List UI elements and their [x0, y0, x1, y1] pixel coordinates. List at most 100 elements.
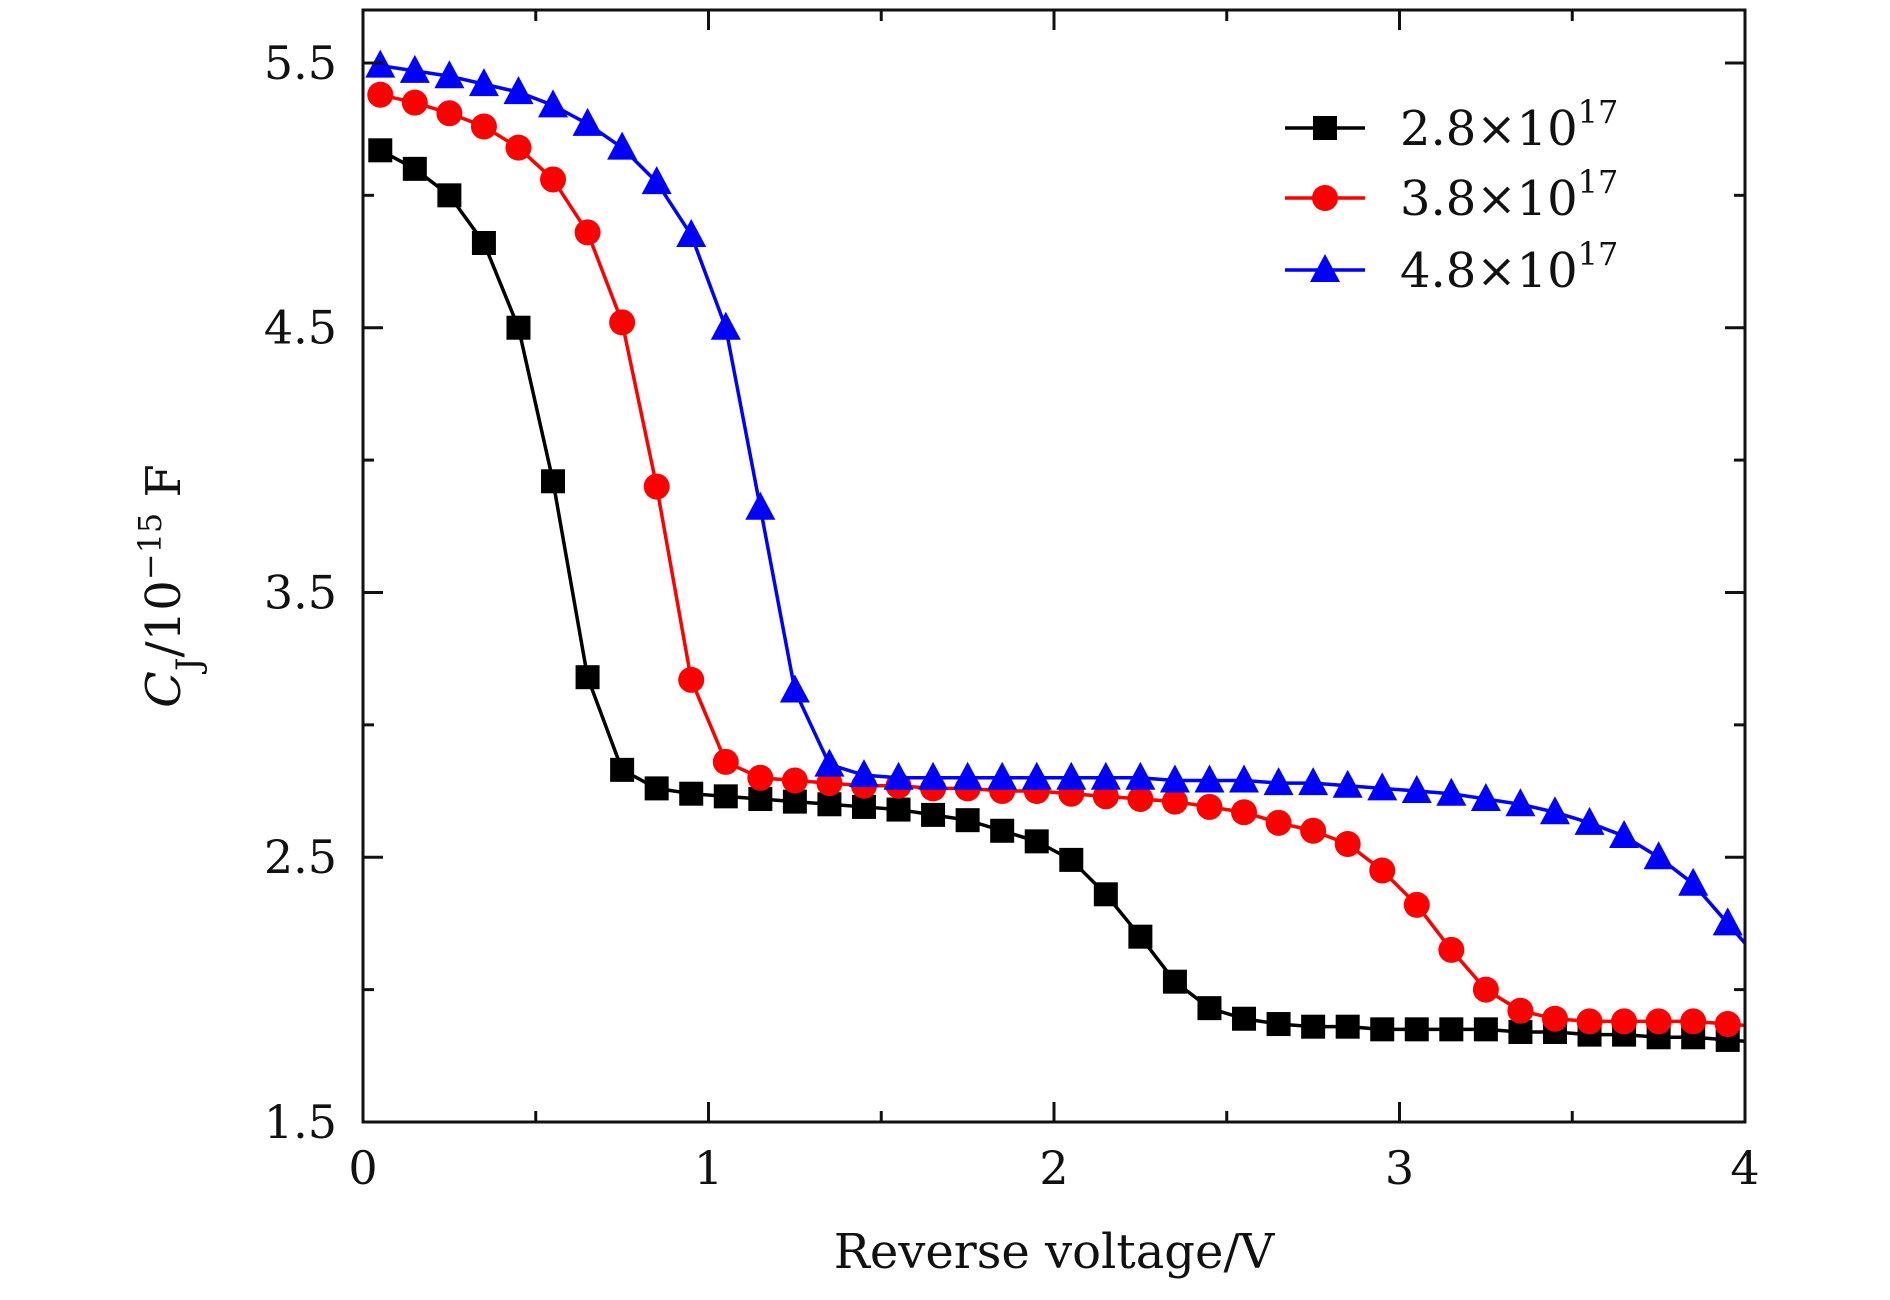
legend-item-2: 3.8×1017: [1285, 163, 1618, 227]
data-point: [437, 183, 462, 208]
series-3: [365, 49, 1745, 945]
data-point: [1159, 764, 1190, 793]
data-point: [1576, 1008, 1603, 1035]
data-point: [1539, 796, 1570, 825]
data-point: [1021, 761, 1052, 790]
x-tick-label: 0: [348, 1141, 377, 1195]
data-point: [1541, 1005, 1568, 1032]
data-point: [1334, 831, 1361, 857]
y-tick-label: 2.5: [264, 830, 337, 884]
data-point: [955, 808, 980, 833]
data-point: [816, 770, 843, 797]
data-point: [1265, 809, 1292, 836]
data-point: [609, 309, 636, 336]
data-point: [747, 764, 774, 791]
data-point: [1128, 924, 1153, 949]
data-point: [1332, 769, 1363, 798]
x-tick-label: 4: [1730, 1141, 1759, 1195]
data-point: [1470, 782, 1501, 811]
data-point: [1263, 767, 1294, 796]
data-point: [1438, 936, 1465, 963]
data-point: [1161, 788, 1188, 815]
legend-item-1: 2.8×1017: [1285, 93, 1618, 157]
data-point: [1090, 761, 1121, 790]
data-point: [1369, 857, 1396, 884]
y-tick-label: 3.5: [264, 565, 337, 619]
data-point: [1436, 777, 1467, 806]
data-point: [1127, 785, 1154, 812]
data-point: [1403, 891, 1430, 918]
data-point: [1196, 793, 1223, 820]
data-point: [1125, 761, 1156, 790]
data-point: [574, 219, 601, 246]
data-point: [1609, 820, 1640, 849]
data-point: [1301, 1014, 1326, 1039]
data-point: [883, 761, 914, 790]
data-point: [1404, 1017, 1429, 1042]
data-point: [1645, 1008, 1672, 1035]
data-point: [402, 156, 427, 181]
data-point: [782, 789, 807, 814]
data-point: [1643, 841, 1674, 870]
data-point: [470, 113, 497, 140]
data-point: [1574, 806, 1605, 835]
data-point: [641, 166, 672, 195]
data-point: [1232, 1006, 1257, 1031]
data-point: [1056, 761, 1087, 790]
data-point: [676, 219, 707, 248]
legend-marker: [1310, 254, 1340, 282]
x-tick-label: 3: [1385, 1141, 1414, 1195]
data-point: [541, 469, 566, 494]
data-point: [367, 81, 394, 108]
data-point: [1335, 1014, 1360, 1039]
data-point: [886, 797, 911, 822]
data-point: [436, 100, 463, 127]
data-point: [1678, 867, 1709, 896]
data-point: [918, 761, 949, 790]
data-point: [1266, 1012, 1291, 1037]
data-point: [1300, 817, 1327, 844]
data-point: [817, 792, 842, 817]
x-tick-label: 1: [694, 1141, 723, 1195]
series-1: [368, 138, 1745, 1052]
data-point: [748, 786, 773, 811]
y-tick-label: 4.5: [264, 301, 337, 355]
data-point: [952, 761, 983, 790]
data-point: [401, 89, 428, 116]
data-point: [1505, 788, 1536, 817]
data-point: [781, 767, 808, 794]
data-point: [1367, 772, 1398, 801]
data-point: [987, 761, 1018, 790]
data-point: [710, 311, 741, 340]
data-point: [610, 757, 635, 782]
data-point: [1508, 1019, 1533, 1044]
data-point: [1473, 1017, 1498, 1042]
series-layer: [365, 49, 1745, 1052]
y-tick-label: 1.5: [264, 1095, 337, 1149]
data-point: [538, 89, 569, 118]
data-point: [503, 76, 534, 105]
data-point: [506, 315, 531, 340]
data-point: [505, 134, 532, 161]
ticks-layer: 0 1 2 3 4 1.5 2.5 3.5 4.5 5.5: [264, 10, 1760, 1195]
data-point: [990, 818, 1015, 843]
legend-label: 4.8×1017: [1400, 235, 1618, 299]
data-point: [712, 748, 739, 775]
data-point: [644, 776, 669, 801]
data-point: [848, 759, 879, 788]
legend-marker: [1313, 116, 1337, 140]
data-point: [851, 794, 876, 819]
legend-label: 2.8×1017: [1400, 93, 1618, 157]
data-point: [679, 781, 704, 806]
data-point: [814, 748, 845, 777]
data-point: [921, 802, 946, 827]
data-point: [678, 666, 705, 693]
data-point: [1401, 775, 1432, 804]
data-point: [399, 54, 430, 83]
data-point: [643, 473, 670, 500]
data-point: [1197, 996, 1222, 1021]
data-point: [1472, 976, 1499, 1003]
data-point: [1370, 1017, 1395, 1042]
